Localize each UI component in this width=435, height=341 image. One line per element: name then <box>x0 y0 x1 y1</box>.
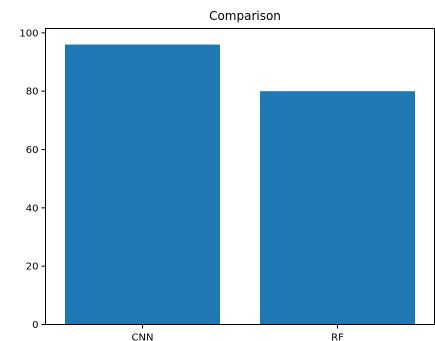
bar-cnn <box>65 44 220 325</box>
y-tick-label: 40 <box>26 203 39 214</box>
chart-title: Comparison <box>209 9 281 23</box>
y-axis: 0 20 40 60 80 100 <box>19 28 46 331</box>
y-tick-label: 20 <box>26 262 39 273</box>
bars-group <box>65 44 415 325</box>
y-tick-label: 100 <box>19 28 38 39</box>
x-tick-label: RF <box>331 333 344 341</box>
x-tick-label: CNN <box>132 333 154 341</box>
x-axis: CNN RF <box>132 324 344 341</box>
y-tick-label: 60 <box>26 145 39 156</box>
y-tick-label: 80 <box>26 87 39 98</box>
bar-rf <box>260 91 415 325</box>
y-tick-label: 0 <box>32 320 38 331</box>
